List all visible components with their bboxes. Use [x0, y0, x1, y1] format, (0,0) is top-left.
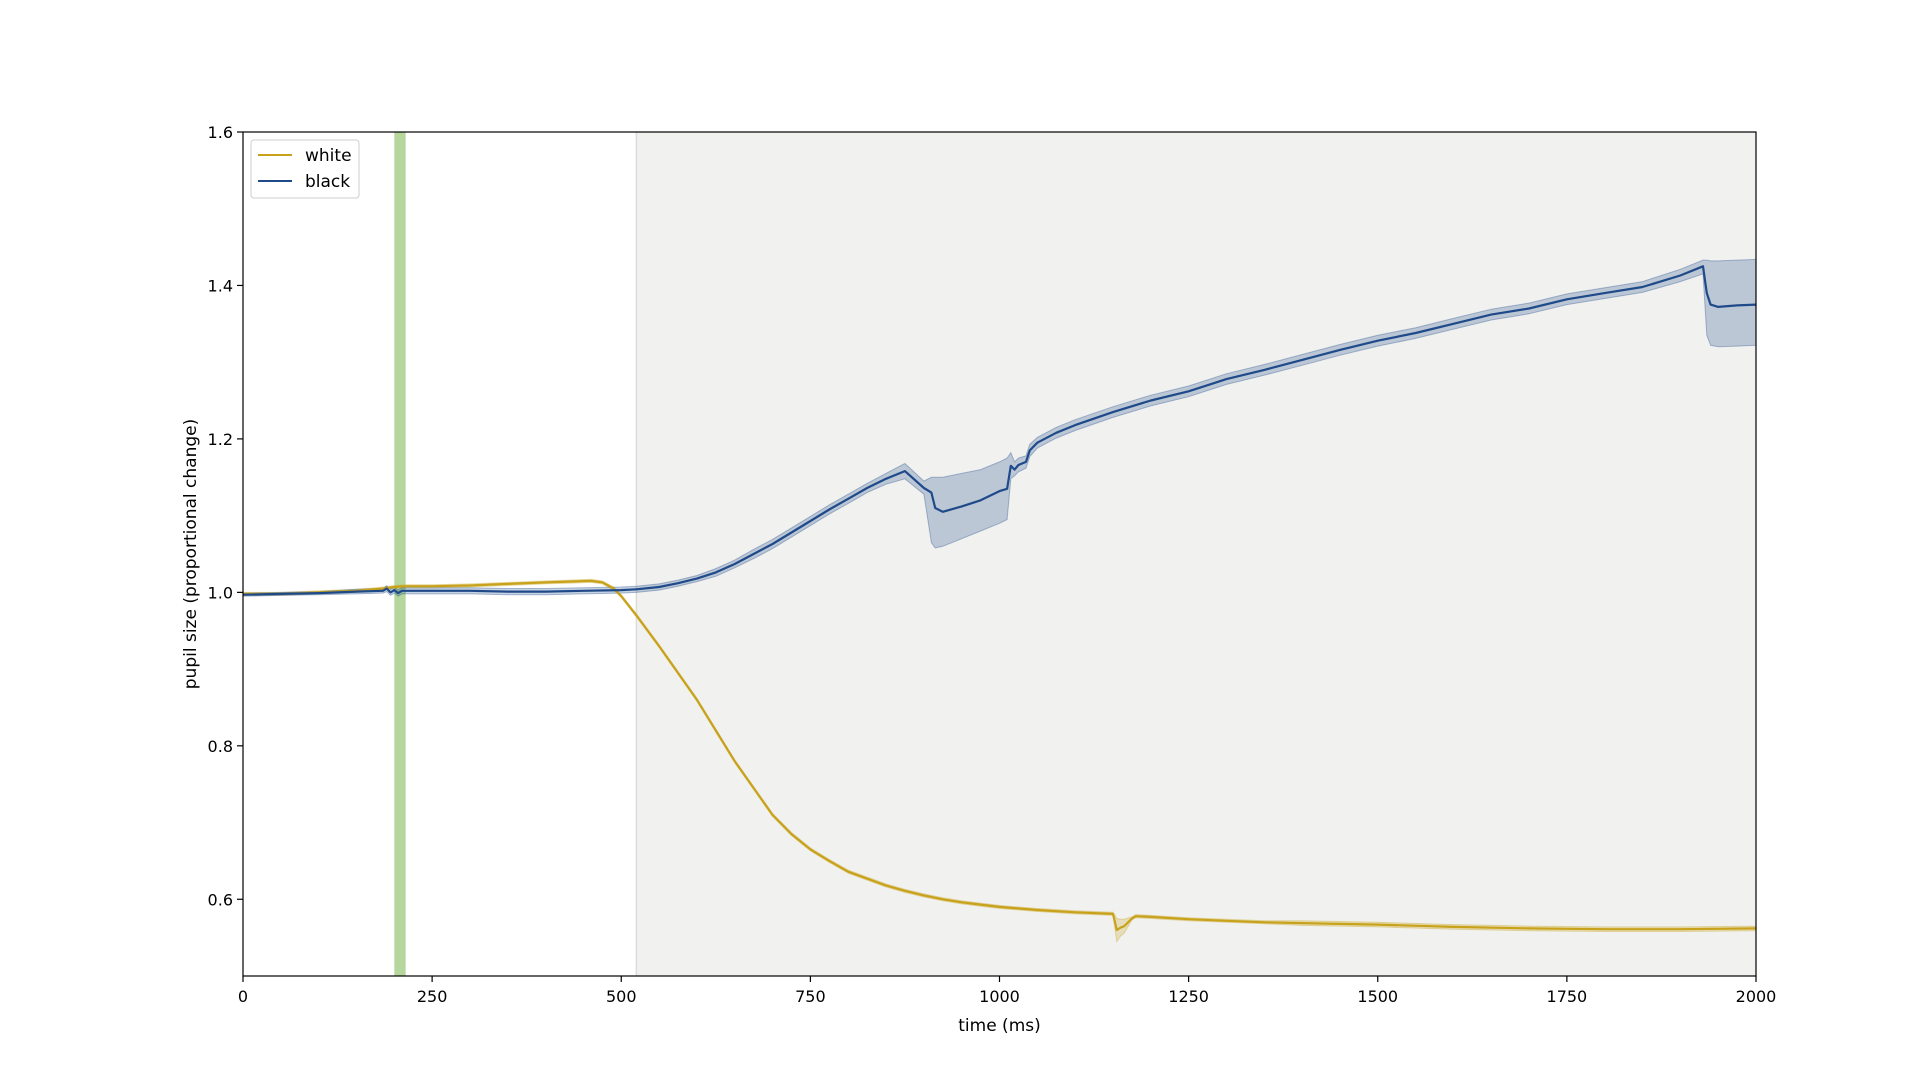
x-tick-label: 1000	[979, 987, 1020, 1006]
y-tick-label: 1.0	[208, 583, 233, 602]
x-tick-label: 2000	[1736, 987, 1777, 1006]
x-axis-ticks: 0 250 500 750 1000 1250 1500 1750 2000	[238, 976, 1776, 1006]
x-tick-label: 0	[238, 987, 248, 1006]
y-tick-label: 1.2	[208, 430, 233, 449]
y-tick-label: 1.6	[208, 123, 233, 142]
shaded-region-0	[394, 132, 406, 976]
y-axis-label: pupil size (proportional change)	[181, 419, 201, 690]
x-axis-label: time (ms)	[958, 1016, 1041, 1036]
legend-label-white: white	[305, 146, 352, 166]
series-line-black	[242, 265, 1757, 596]
series-line-white	[243, 579, 1757, 932]
y-tick-label: 0.8	[208, 737, 233, 756]
y-axis-ticks: 0.6 0.8 1.0 1.2 1.4 1.6	[208, 123, 243, 909]
shaded-region-1	[636, 132, 1756, 976]
x-tick-label: 1750	[1547, 987, 1588, 1006]
y-tick-label: 0.6	[208, 890, 233, 909]
legend-label-black: black	[305, 172, 350, 192]
x-tick-label: 750	[795, 987, 826, 1006]
y-tick-label: 1.4	[208, 276, 233, 295]
series-lines	[242, 265, 1757, 932]
legend: white black	[250, 139, 360, 199]
shaded-regions	[394, 132, 1756, 976]
x-tick-label: 500	[606, 987, 637, 1006]
x-tick-label: 1250	[1168, 987, 1209, 1006]
x-tick-label: 250	[417, 987, 448, 1006]
x-tick-label: 1500	[1357, 987, 1398, 1006]
